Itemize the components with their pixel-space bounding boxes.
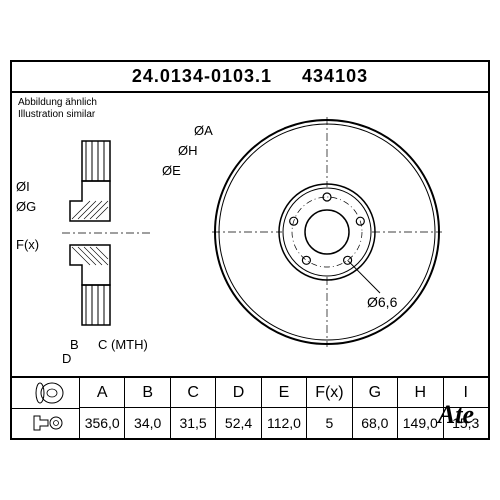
val-C: 31,5 bbox=[171, 408, 215, 438]
brand-logo: Ate bbox=[438, 400, 474, 430]
side-view bbox=[62, 133, 152, 333]
val-B: 34,0 bbox=[125, 408, 169, 438]
ref-number: 434103 bbox=[302, 66, 368, 86]
hdr-F: F(x) bbox=[307, 378, 351, 408]
hdr-H: H bbox=[398, 378, 442, 408]
bolt-icon bbox=[12, 409, 79, 439]
hdr-B: B bbox=[125, 378, 169, 408]
val-A: 356,0 bbox=[80, 408, 124, 438]
dim-A: ØA bbox=[194, 123, 213, 138]
spec-table: A 356,0 B 34,0 C 31,5 D 52,4 E 112,0 F(x… bbox=[12, 376, 488, 438]
col-C: C 31,5 bbox=[171, 378, 216, 438]
col-F: F(x) 5 bbox=[307, 378, 352, 438]
dim-F: F(x) bbox=[16, 237, 39, 252]
val-D: 52,4 bbox=[216, 408, 260, 438]
header-bar: 24.0134-0103.1 434103 bbox=[12, 62, 488, 93]
hdr-C: C bbox=[171, 378, 215, 408]
val-F: 5 bbox=[307, 408, 351, 438]
subtitle-line2: Illustration similar bbox=[18, 109, 97, 121]
hdr-A: A bbox=[80, 378, 124, 408]
col-E: E 112,0 bbox=[262, 378, 307, 438]
dim-E: ØE bbox=[162, 163, 181, 178]
front-view: Ø6,6 bbox=[212, 117, 442, 347]
hdr-D: D bbox=[216, 378, 260, 408]
dim-I: ØI bbox=[16, 179, 30, 194]
val-H: 149,0 bbox=[398, 408, 442, 438]
dim-C: C (MTH) bbox=[98, 337, 148, 352]
dim-G: ØG bbox=[16, 199, 36, 214]
val-E: 112,0 bbox=[262, 408, 306, 438]
drawing-frame: 24.0134-0103.1 434103 Abbildung ähnlich … bbox=[10, 60, 490, 440]
diagram-area: Abbildung ähnlich Illustration similar bbox=[12, 93, 488, 363]
dim-B: B bbox=[70, 337, 79, 352]
disc-icon bbox=[12, 378, 79, 409]
icon-column bbox=[12, 378, 80, 438]
dim-D: D bbox=[62, 351, 71, 366]
col-H: H 149,0 bbox=[398, 378, 443, 438]
val-G: 68,0 bbox=[353, 408, 397, 438]
subtitle: Abbildung ähnlich Illustration similar bbox=[18, 97, 97, 121]
hole-dia-label: Ø6,6 bbox=[367, 294, 398, 310]
col-A: A 356,0 bbox=[80, 378, 125, 438]
part-number: 24.0134-0103.1 bbox=[132, 66, 272, 86]
col-G: G 68,0 bbox=[353, 378, 398, 438]
col-D: D 52,4 bbox=[216, 378, 261, 438]
hdr-G: G bbox=[353, 378, 397, 408]
col-B: B 34,0 bbox=[125, 378, 170, 438]
subtitle-line1: Abbildung ähnlich bbox=[18, 97, 97, 109]
hdr-E: E bbox=[262, 378, 306, 408]
dim-H: ØH bbox=[178, 143, 198, 158]
